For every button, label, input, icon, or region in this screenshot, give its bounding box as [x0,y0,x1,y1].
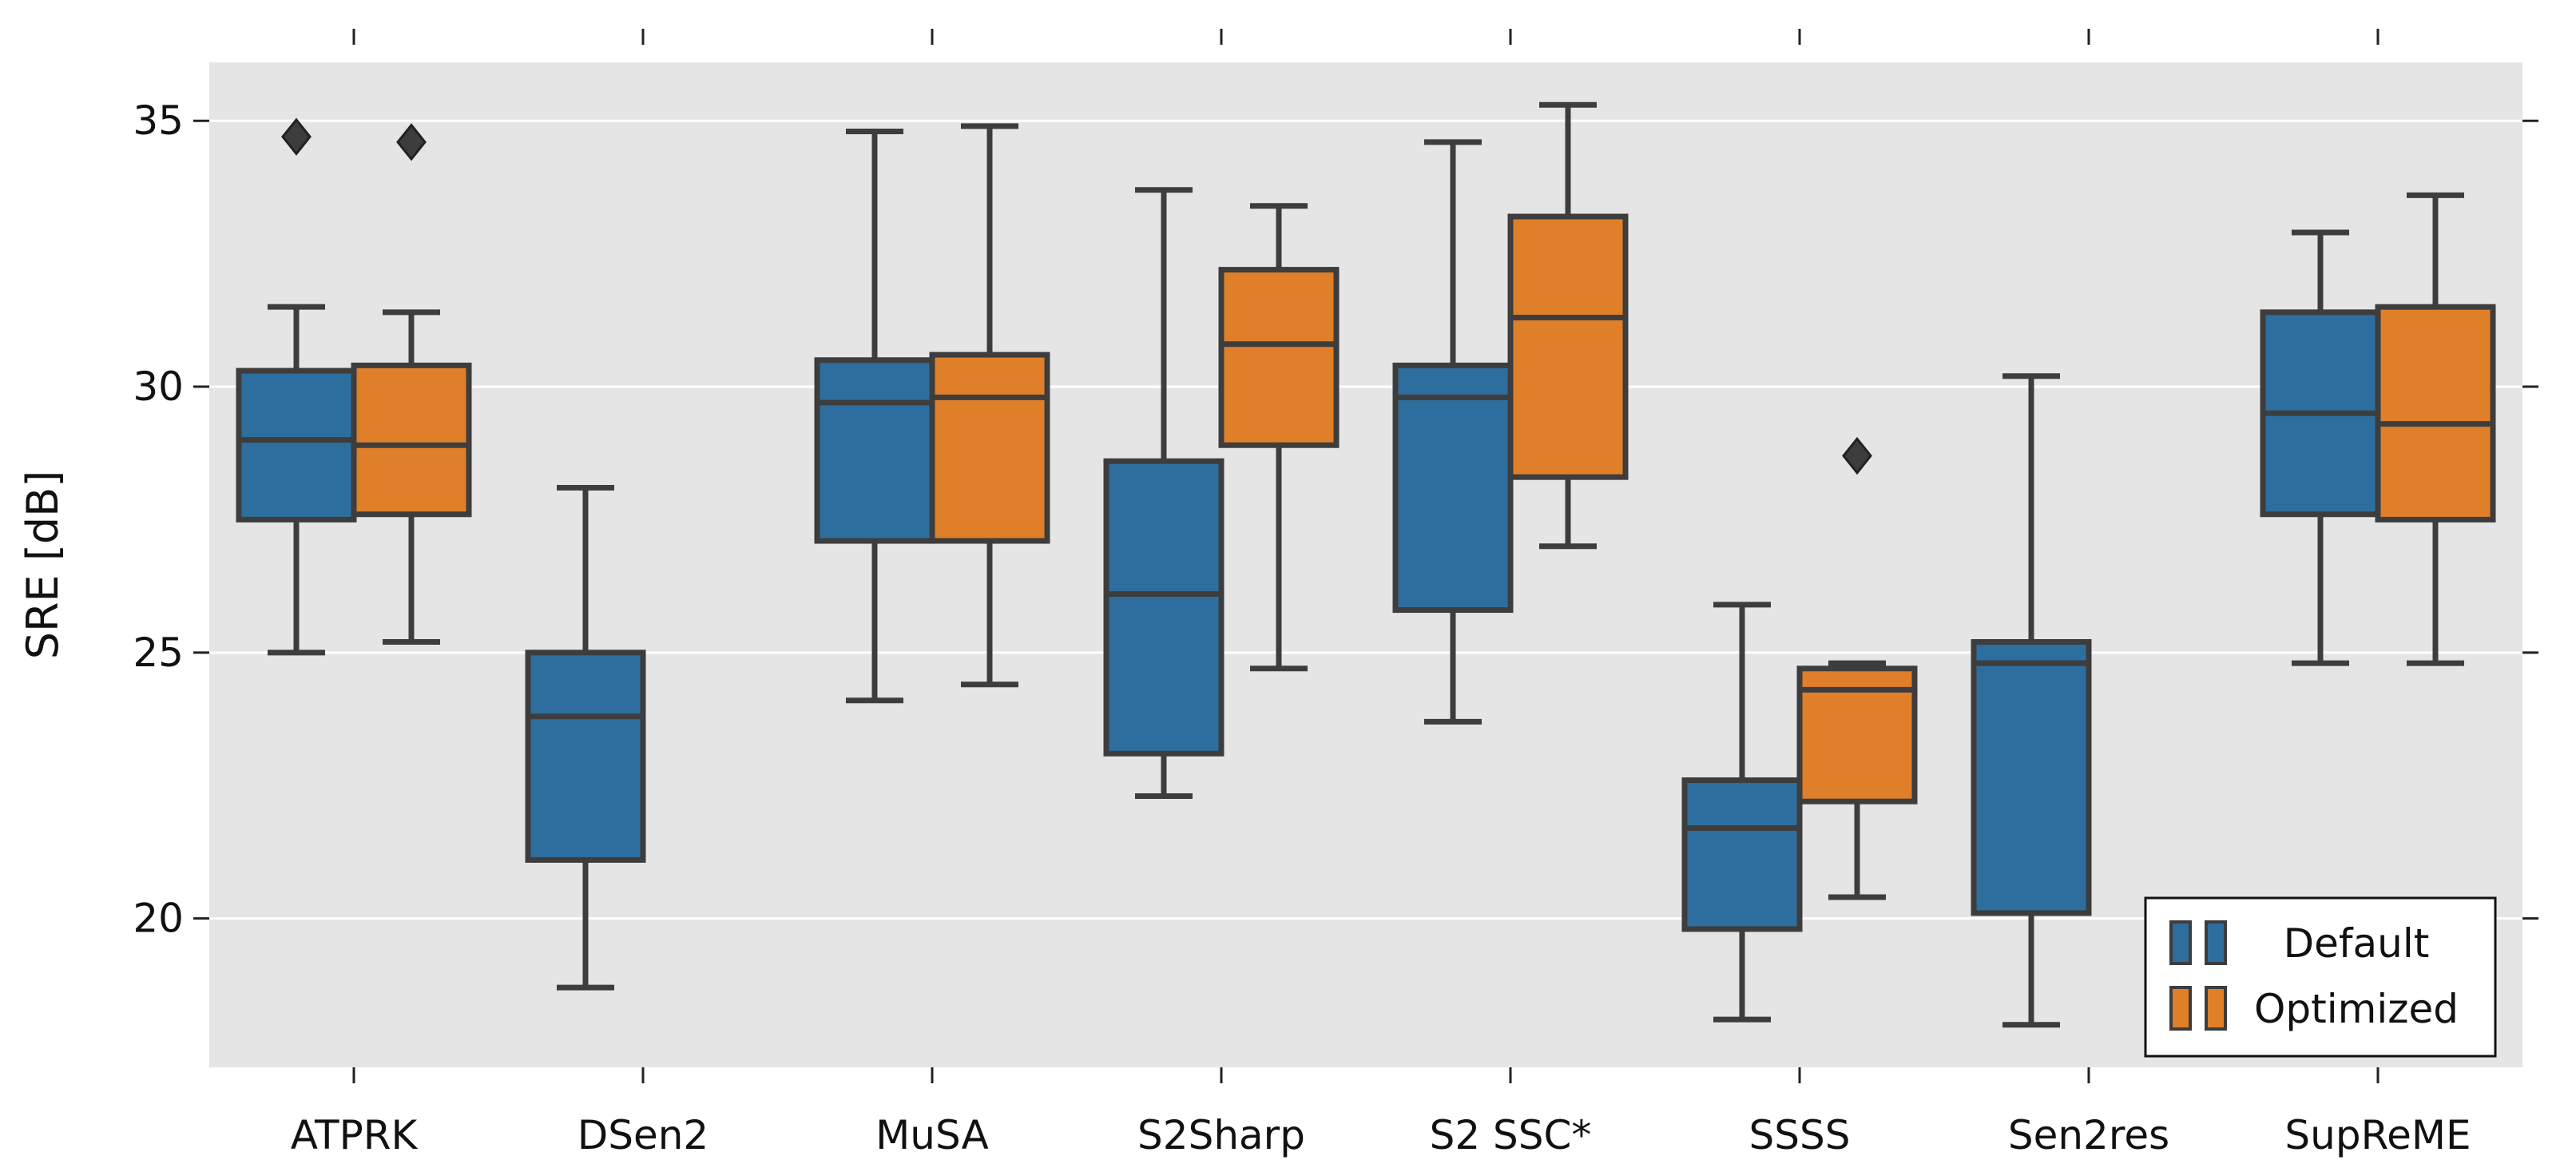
x-tick-label: DSen2 [578,1112,709,1158]
legend-entry-default: Default [2169,920,2430,967]
legend-swatch [2169,920,2192,965]
x-tick-labels: ATPRK DSen2 MuSA S2Sharp S2 SSC* SSSS Sen2res S… [291,1112,2471,1158]
iqr-box [1103,458,1224,757]
box-optimized-musa [929,123,1050,688]
x-tick-label: MuSA [875,1112,989,1158]
box-optimized-s2-ssc- [1507,101,1629,550]
outlier-marker [1842,436,1872,475]
box-default-s2-ssc- [1392,139,1514,725]
x-tick-label: SupReME [2284,1112,2471,1158]
box-default-s2sharp [1103,187,1224,800]
iqr-box [236,367,357,522]
outlier-marker [281,117,312,156]
x-tick-label: ATPRK [291,1112,419,1158]
iqr-box [1507,213,1629,480]
iqr-box [2375,304,2496,522]
box-optimized-s2sharp [1218,203,1340,672]
legend-label: Default [2284,920,2430,967]
y-tick-label: 20 [133,896,184,942]
iqr-box [525,650,646,863]
legend-frame [2144,896,2497,1058]
legend-swatch [2205,920,2227,965]
y-tick-label: 25 [133,630,184,676]
y-tick-label: 30 [133,364,184,410]
iqr-box [929,352,1050,544]
box-default-sen2res [1971,373,2092,1028]
plot-area [209,62,2522,1067]
axis-ticks [193,29,2538,1083]
iqr-box [351,362,472,518]
box-default-atprk [236,117,357,656]
legend-entry-optimized: Optimized [2169,986,2459,1032]
iqr-box [814,357,935,544]
iqr-box [1218,267,1340,448]
outlier-marker [396,123,427,161]
y-tick-labels: 20 25 30 35 [133,97,184,941]
legend: Default Optimized [2144,896,2497,1058]
iqr-box [1681,777,1803,932]
box-optimized-ssss [1796,436,1918,900]
x-tick-label: Sen2res [2008,1112,2169,1158]
legend-swatch [2205,986,2227,1031]
y-axis-title: SRE [dB] [18,471,68,660]
boxes [236,101,2496,1028]
box-optimized-atprk [351,123,472,646]
x-tick-label: S2Sharp [1137,1112,1305,1158]
box-default-dsen2 [525,484,646,991]
x-tick-label: SSSS [1749,1112,1851,1158]
iqr-box [1971,639,2092,916]
box-default-ssss [1681,602,1803,1023]
y-tick-label: 35 [133,97,184,144]
legend-label: Optimized [2254,986,2459,1032]
legend-swatch [2169,986,2192,1031]
box-optimized-supreme [2375,192,2496,666]
box-default-musa [814,129,935,704]
x-tick-label: S2 SSC* [1430,1112,1592,1158]
iqr-box [1392,362,1514,614]
